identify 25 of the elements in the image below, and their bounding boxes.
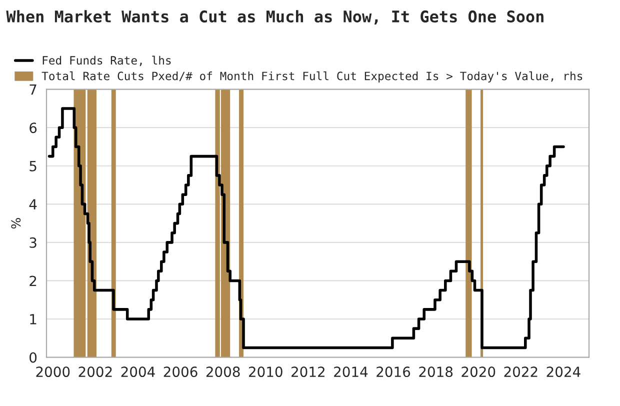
x-tick-label: 2006 bbox=[164, 366, 198, 378]
x-tick-label: 2024 bbox=[546, 366, 580, 378]
y-tick-label: 6 bbox=[30, 122, 37, 134]
x-tick-label: 2016 bbox=[376, 366, 410, 378]
x-tick-label: 2012 bbox=[292, 366, 324, 378]
x-tick-label: 2004 bbox=[121, 366, 155, 378]
y-tick-label: 4 bbox=[29, 199, 37, 210]
y-tick-label: 3 bbox=[30, 237, 36, 248]
x-tick-label: 2000 bbox=[36, 366, 70, 378]
y-tick-label: 2 bbox=[30, 276, 36, 286]
y-axis-title: % bbox=[11, 218, 21, 229]
x-tick-label: 2022 bbox=[504, 366, 538, 378]
x-tick-label: 2002 bbox=[78, 366, 112, 378]
y-tick-label: 5 bbox=[30, 161, 36, 172]
x-tick-label: 2010 bbox=[248, 366, 282, 378]
x-tick-label: 2008 bbox=[206, 366, 240, 378]
y-tick-label: 0 bbox=[30, 352, 37, 363]
x-tick-label: 2018 bbox=[419, 366, 453, 378]
x-tick-label: 2014 bbox=[334, 366, 368, 378]
y-tick-label: 1 bbox=[30, 314, 36, 324]
legend-label: Total Rate Cuts Pxed/# of Month First Full Cut Expected Is > Today's Value, rhs bbox=[42, 71, 582, 82]
x-tick-label: 2020 bbox=[462, 366, 496, 378]
y-tick-label: 7 bbox=[30, 84, 36, 95]
legend-label: Fed Funds Rate, lhs bbox=[42, 56, 171, 66]
chart-title: When Market Wants a Cut as Much as Now, It Gets One Soon bbox=[6, 10, 544, 25]
